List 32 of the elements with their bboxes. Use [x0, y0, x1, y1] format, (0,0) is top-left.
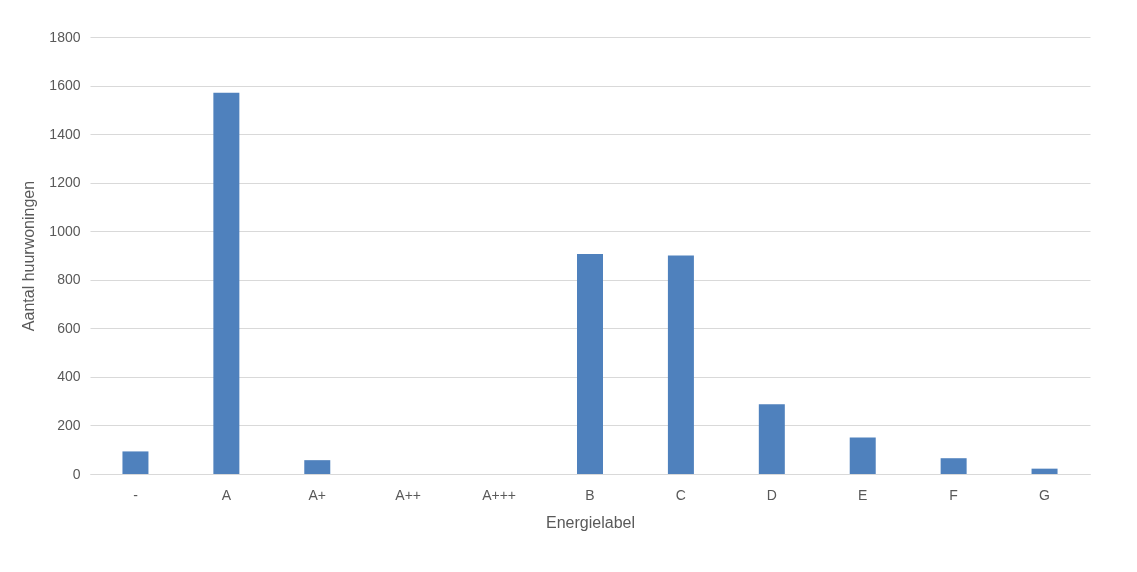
- y-tick-label: 1200: [49, 174, 81, 191]
- y-tick-label: 1400: [49, 125, 81, 142]
- y-tick-label: 400: [57, 368, 81, 385]
- x-tick-label: E: [858, 486, 868, 503]
- x-tick-label: D: [766, 486, 777, 503]
- y-tick-label: 600: [57, 319, 81, 336]
- bar: [849, 437, 876, 474]
- x-tick-label: A: [221, 486, 232, 503]
- y-axis-title: Aantal huurwoningen: [20, 180, 38, 332]
- y-tick-label: 200: [57, 416, 81, 433]
- bar: [1031, 468, 1058, 474]
- bar: [758, 404, 785, 474]
- y-tick-label: 0: [72, 465, 81, 482]
- x-axis-title: Energielabel: [546, 513, 635, 531]
- x-tick-label: A+++: [482, 486, 517, 503]
- y-tick-label: 1800: [49, 28, 81, 45]
- x-tick-label: F: [949, 486, 958, 503]
- bar: [940, 458, 967, 474]
- x-tick-label: A+: [308, 486, 327, 503]
- y-tick-label: 1600: [49, 77, 81, 94]
- bar: [667, 255, 694, 474]
- y-tick-label: 1000: [49, 222, 81, 239]
- x-tick-label: A++: [395, 486, 422, 503]
- bar: [577, 254, 603, 474]
- y-tick-label: 800: [57, 271, 81, 288]
- x-tick-label: C: [675, 486, 686, 503]
- bar: [304, 460, 331, 474]
- x-tick-label: G: [1039, 486, 1050, 503]
- bar: [122, 451, 149, 474]
- bar: [213, 92, 240, 474]
- x-tick-label: B: [585, 486, 595, 503]
- x-tick-label: -: [133, 486, 139, 503]
